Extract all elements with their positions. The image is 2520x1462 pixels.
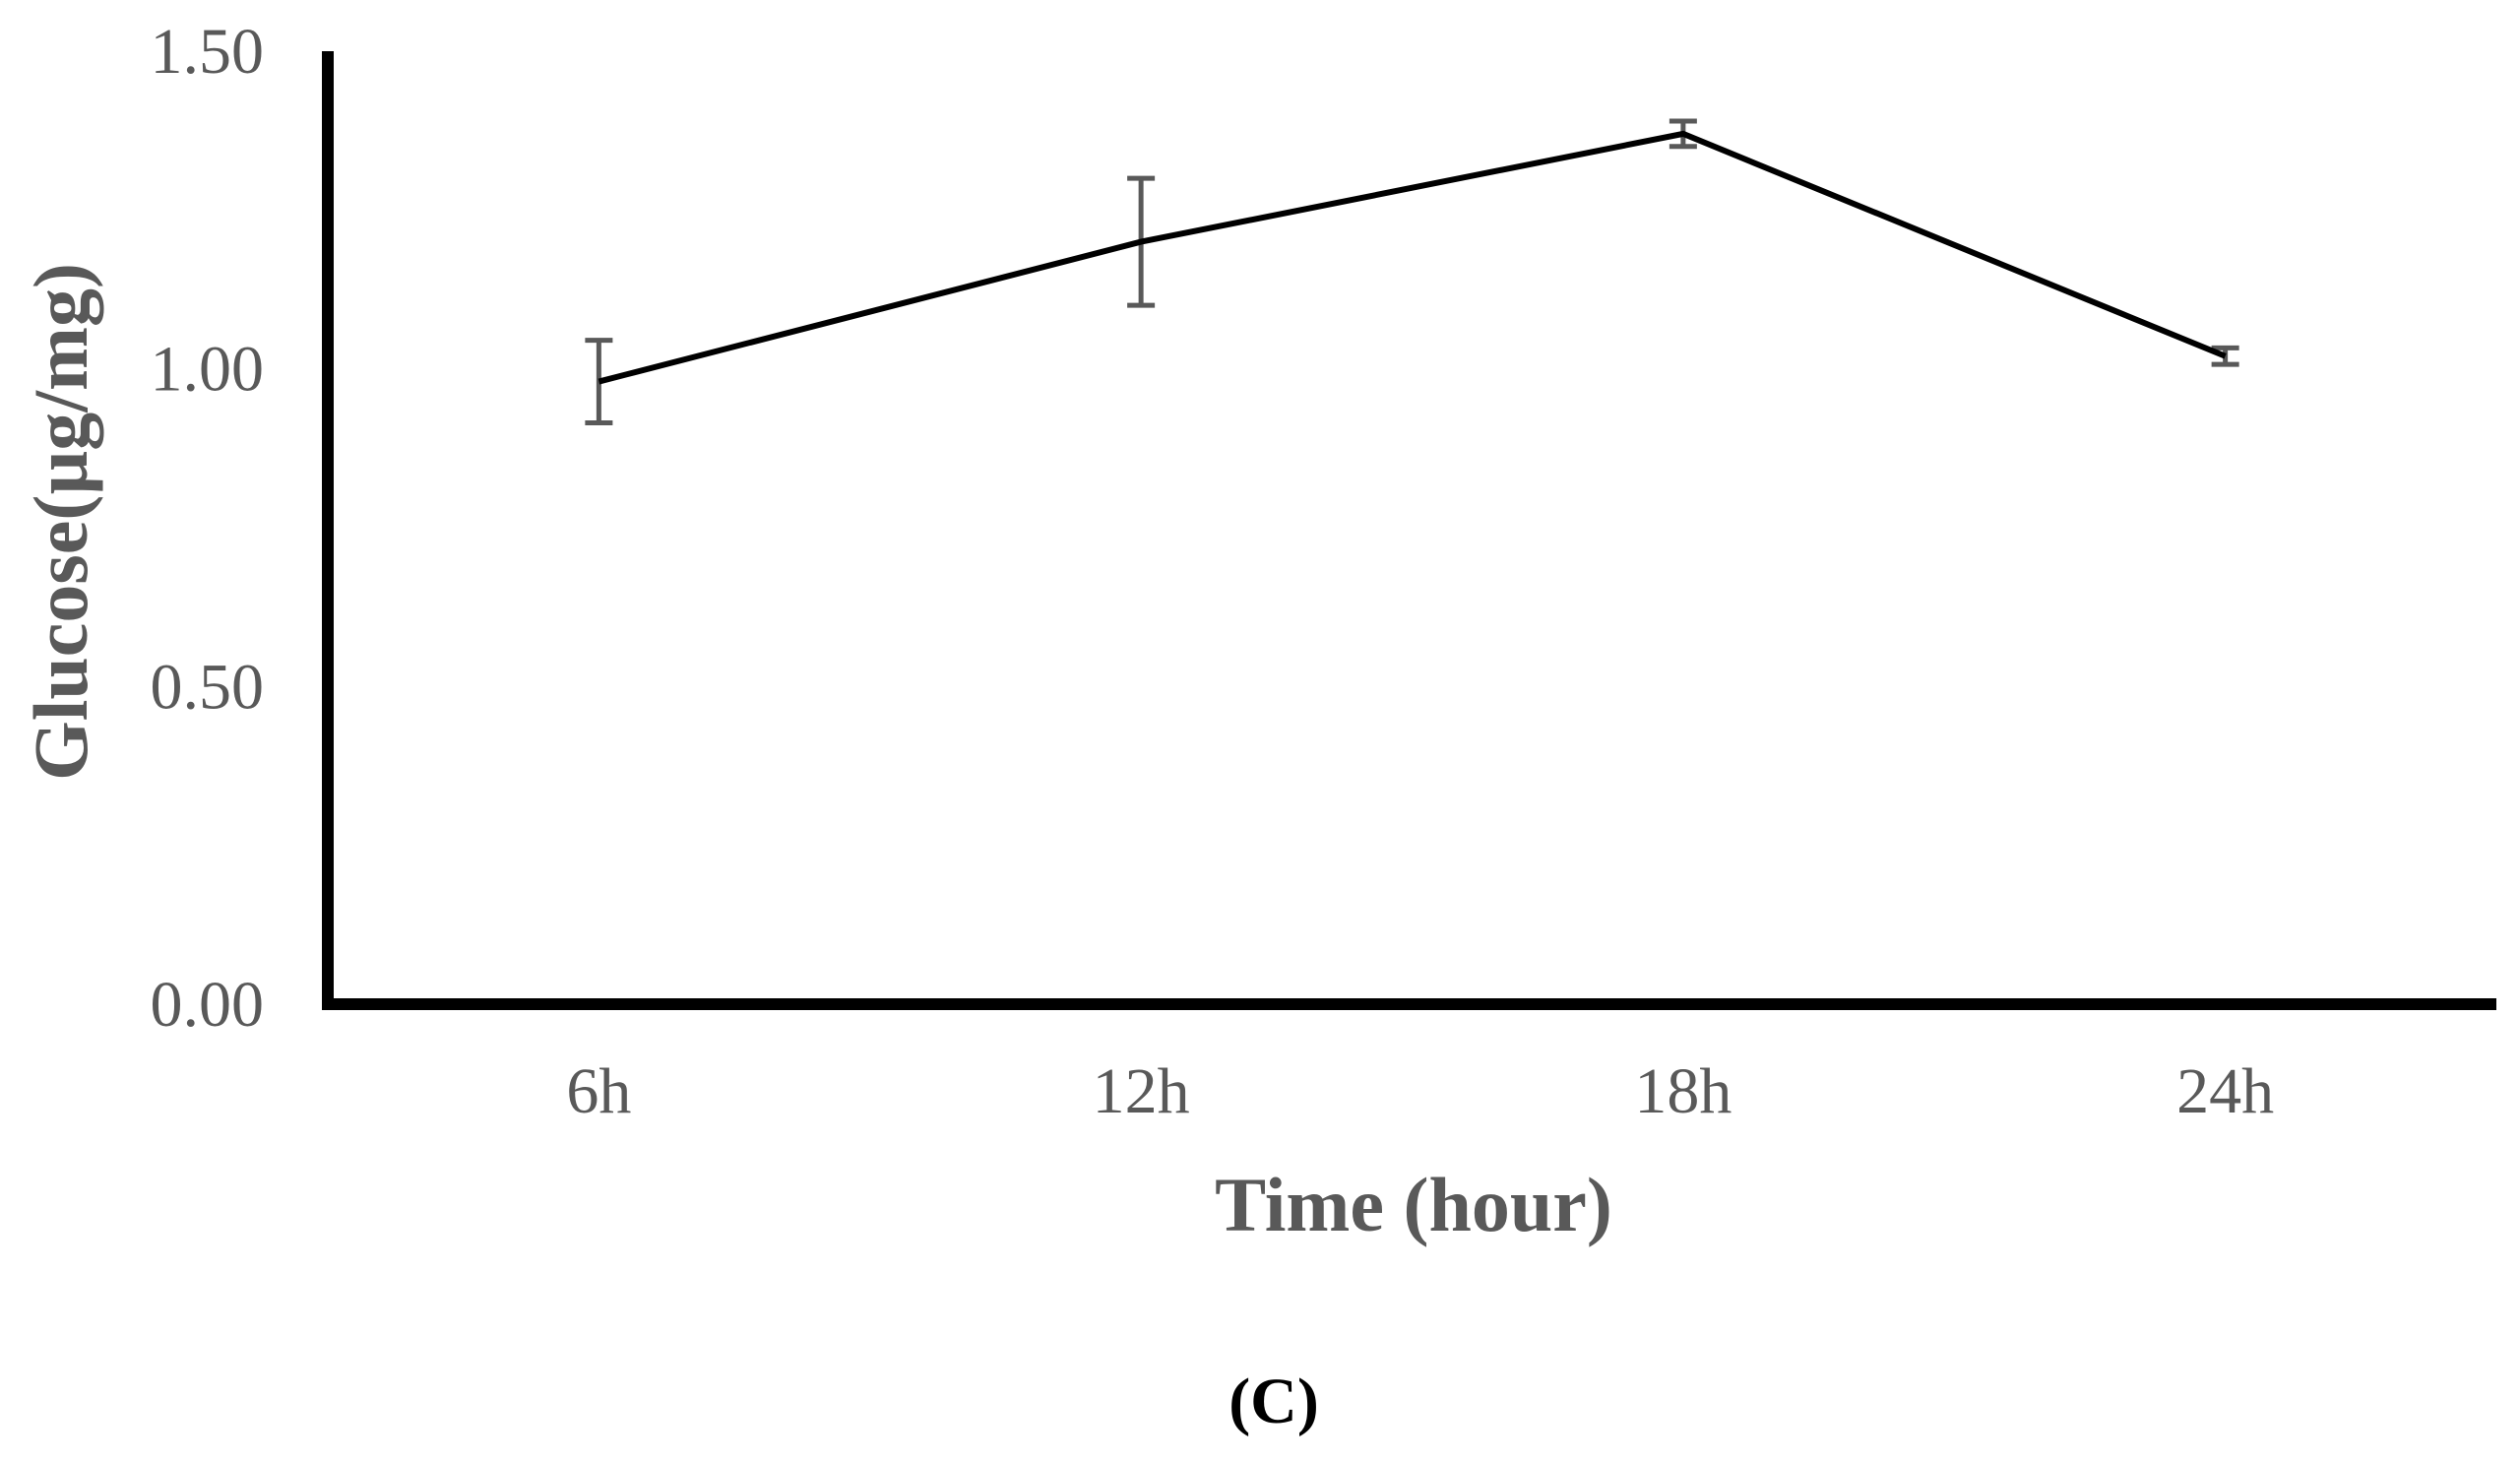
series-lines (598, 130, 2227, 385)
y-tick-label: 1.00 (151, 334, 265, 406)
x-tick-labels: 6h 12h 18h 24h (566, 1055, 2274, 1127)
series-line (598, 130, 2227, 385)
y-tick-labels: 0.00 0.50 1.00 1.50 (151, 16, 265, 1041)
x-tick-label: 12h (1093, 1055, 1190, 1127)
x-tick-label: 6h (566, 1055, 631, 1127)
y-tick-label: 1.50 (151, 16, 265, 88)
x-axis-title: Time (hour) (1215, 1162, 1612, 1247)
error-bars (585, 118, 2239, 426)
y-axis-title: Glucose(µg/mg) (18, 263, 103, 781)
panel-label: (C) (1228, 1366, 1319, 1437)
x-tick-label: 18h (1634, 1055, 1732, 1127)
x-tick-label: 24h (2176, 1055, 2274, 1127)
y-tick-label: 0.00 (151, 969, 265, 1041)
y-tick-label: 0.50 (151, 651, 265, 723)
